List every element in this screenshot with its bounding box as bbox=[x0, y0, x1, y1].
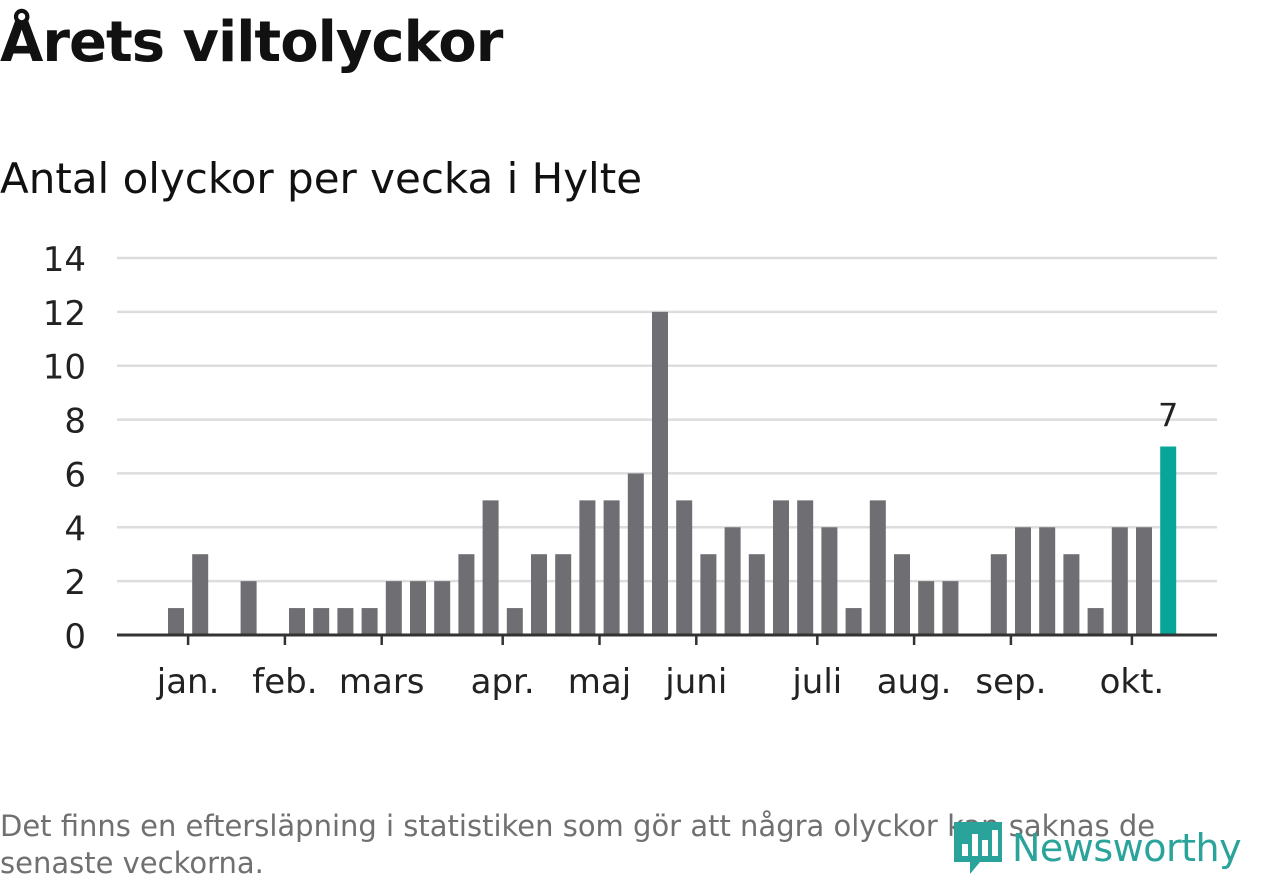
bar bbox=[724, 527, 741, 635]
bars bbox=[168, 311, 1177, 635]
bar bbox=[434, 581, 451, 635]
bar bbox=[240, 581, 257, 635]
chart-subtitle: Antal olyckor per vecka i Hylte bbox=[0, 154, 643, 203]
bar bbox=[458, 554, 475, 635]
x-axis bbox=[117, 633, 1217, 645]
bar bbox=[652, 311, 668, 635]
y-axis-tick-labels: 0 2 4 6 8 10 12 14 bbox=[43, 240, 86, 657]
newsworthy-logo: Newsworthy bbox=[950, 818, 1242, 878]
bar-highlight bbox=[1160, 446, 1177, 635]
bar bbox=[676, 500, 693, 635]
x-tick-label: juni bbox=[664, 662, 727, 702]
bar bbox=[942, 581, 959, 635]
bar bbox=[821, 527, 838, 635]
bar bbox=[1015, 527, 1031, 635]
x-tick-label: okt. bbox=[1100, 662, 1165, 702]
x-tick-label: jan. bbox=[156, 662, 220, 702]
y-tick-label: 6 bbox=[64, 455, 86, 495]
x-tick-label: feb. bbox=[252, 662, 317, 702]
bar bbox=[990, 554, 1007, 635]
bar bbox=[1087, 608, 1104, 635]
bar bbox=[748, 554, 765, 635]
bar bbox=[168, 608, 184, 635]
data-labels: 7 bbox=[1158, 397, 1178, 435]
bar bbox=[192, 554, 209, 635]
bar bbox=[603, 500, 620, 635]
bar bbox=[410, 581, 426, 635]
bar bbox=[289, 608, 305, 635]
bar bbox=[845, 608, 862, 635]
bar bbox=[773, 500, 789, 635]
y-tick-label: 4 bbox=[64, 509, 86, 549]
bar bbox=[700, 554, 717, 635]
bar bbox=[531, 554, 547, 635]
y-tick-label: 2 bbox=[64, 563, 86, 603]
bar bbox=[869, 500, 886, 635]
bar bbox=[361, 608, 378, 635]
bar bbox=[313, 608, 330, 635]
bar bbox=[1111, 527, 1128, 635]
x-tick-label: sep. bbox=[975, 662, 1046, 702]
bar bbox=[506, 608, 523, 635]
bar bbox=[1136, 527, 1152, 635]
x-tick-label: aug. bbox=[877, 662, 952, 702]
y-tick-label: 0 bbox=[64, 617, 86, 657]
bar bbox=[385, 581, 402, 635]
y-tick-label: 12 bbox=[43, 294, 86, 334]
bar bbox=[1063, 554, 1080, 635]
bar bbox=[627, 473, 644, 635]
bar bbox=[482, 500, 499, 635]
bar bbox=[1039, 527, 1056, 635]
x-tick-label: maj bbox=[568, 662, 631, 702]
x-axis-tick-labels: jan. feb. mars apr. maj juni juli aug. sep. okt. bbox=[156, 662, 1164, 702]
bar-chart: 0 2 4 6 8 10 12 14 jan. feb. mars apr. maj juni juli a… bbox=[43, 240, 1217, 702]
bar bbox=[337, 608, 354, 635]
y-tick-label: 8 bbox=[64, 402, 86, 442]
bar bbox=[797, 500, 814, 635]
y-tick-label: 14 bbox=[43, 240, 86, 280]
newsworthy-logo-icon bbox=[954, 822, 1002, 874]
x-tick-label: juli bbox=[791, 662, 842, 702]
bar bbox=[894, 554, 910, 635]
data-label: 7 bbox=[1158, 397, 1178, 435]
bar bbox=[555, 554, 572, 635]
x-tick-label: mars bbox=[339, 662, 425, 702]
y-tick-label: 10 bbox=[43, 348, 86, 388]
bar bbox=[579, 500, 596, 635]
chart-title: Årets viltolyckor bbox=[0, 10, 503, 75]
x-tick-label: apr. bbox=[471, 662, 535, 702]
newsworthy-logo-text: Newsworthy bbox=[1012, 826, 1242, 870]
bar bbox=[918, 581, 935, 635]
